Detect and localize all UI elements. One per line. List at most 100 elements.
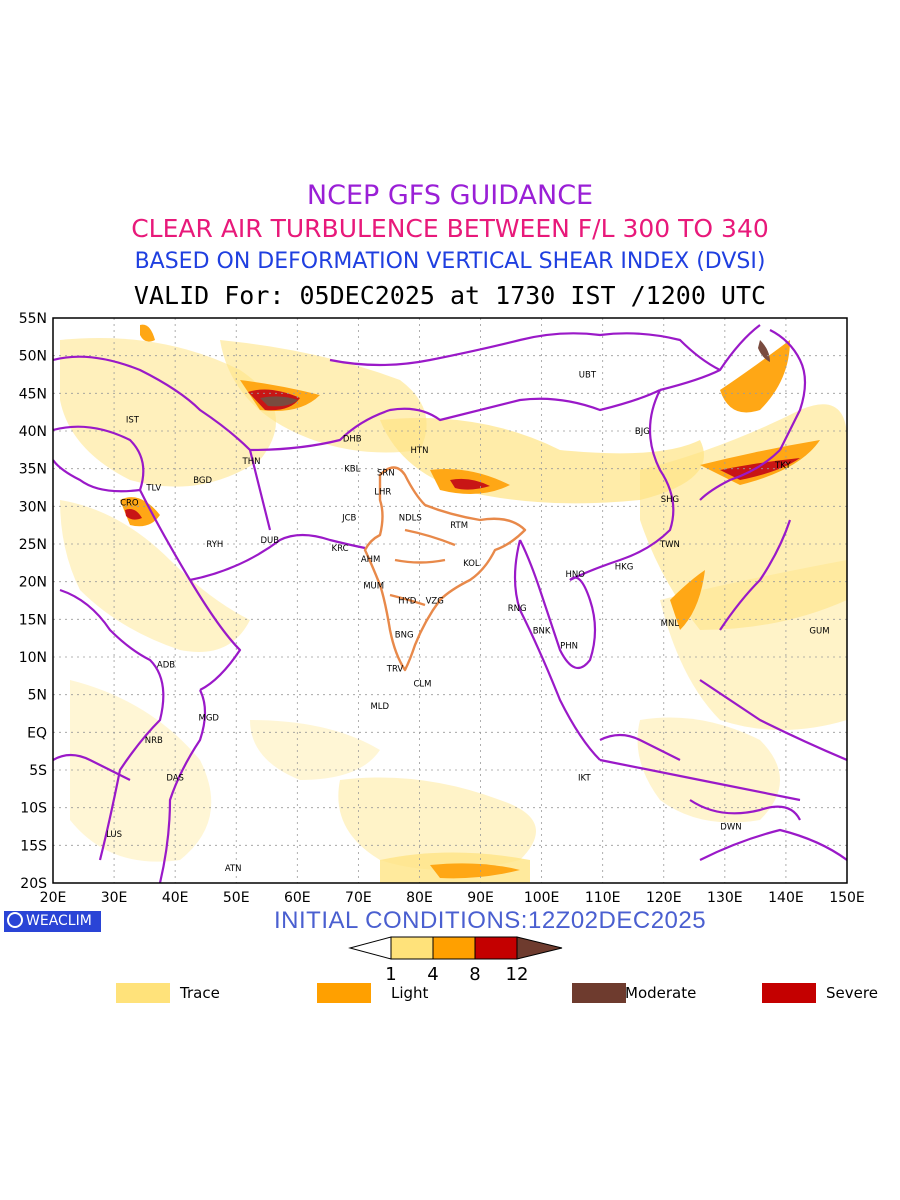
lon-tick-label: 150E [829, 890, 865, 905]
badge-label: WEACLIM [26, 913, 92, 929]
lat-tick-label: 40N [19, 424, 47, 440]
lon-tick-label: 70E [345, 890, 372, 905]
lon-tick-label: 90E [467, 890, 494, 905]
india-outline [363, 466, 527, 672]
initial-conditions: INITIAL CONDITIONS:12Z02DEC2025 [274, 907, 707, 934]
station-label-lhr: LHR [374, 487, 391, 497]
legend-swatch-light [317, 983, 371, 1003]
lon-tick-label: 130E [707, 890, 743, 905]
station-label-mgd: MGD [199, 713, 220, 723]
station-label-bjg: BJG [635, 427, 650, 437]
station-label-ryh: RYH [206, 540, 223, 550]
gridlines [53, 318, 847, 883]
colorbar-tick: 1 [385, 964, 396, 984]
station-label-thn: THN [242, 457, 261, 467]
lat-tick-label: 5N [28, 688, 47, 704]
station-label-rng: RNG [508, 604, 527, 614]
station-label-hyd: HYD [398, 597, 417, 607]
legend-label-trace: Trace [180, 984, 220, 1002]
station-label-dwn: DWN [720, 823, 741, 833]
station-label-rtm: RTM [450, 521, 468, 531]
station-label-atn: ATN [225, 864, 242, 874]
station-label-twn: TWN [659, 540, 680, 550]
station-label-ikt: IKT [578, 774, 591, 784]
station-label-dub: DUB [261, 536, 280, 546]
lat-tick-label: 15N [19, 612, 47, 628]
lat-tick-label: 5S [29, 763, 47, 779]
lat-tick-label: 55N [19, 311, 47, 327]
lat-tick-label: 10N [19, 650, 47, 666]
lon-tick-label: 40E [162, 890, 189, 905]
lat-tick-label: 20S [20, 876, 47, 892]
lon-tick-label: 80E [406, 890, 433, 905]
station-label-krc: KRC [332, 544, 349, 554]
latitude-axis: 20S 15S 10S 5S EQ 5N 10N 15N 20N 25N 30N 35N 40N 45N 5… [19, 311, 47, 892]
station-label-srn: SRN [377, 468, 395, 478]
lat-tick-label: 25N [19, 537, 47, 553]
colorbar-tick: 4 [427, 964, 438, 984]
lon-tick-label: 110E [585, 890, 621, 905]
station-label-mld: MLD [370, 702, 389, 712]
station-label-vzg: VZG [426, 597, 444, 607]
weaclim-badge: WEACLIM [4, 911, 101, 932]
lat-tick-label: 10S [20, 801, 47, 817]
colorbar: 1 4 8 12 [348, 936, 563, 984]
station-labels: IST TLV CRO BGD THN RYH DUB ADB MGD NRB DAS LUS ATN D… [106, 371, 829, 874]
station-label-lus: LUS [106, 830, 122, 840]
colorbar-trace [391, 937, 433, 959]
weaclim-logo-icon [7, 912, 23, 928]
station-label-hkg: HKG [615, 563, 634, 573]
legend-swatch-trace [116, 983, 170, 1003]
lat-tick-label: 30N [19, 499, 47, 515]
valid-time: VALID For: 05DEC2025 at 1730 IST /1200 U… [133, 281, 767, 310]
station-label-bng: BNG [395, 630, 414, 640]
station-label-bnk: BNK [533, 627, 551, 637]
station-label-bgd: BGD [193, 476, 212, 486]
station-label-ahm: AHM [361, 555, 381, 565]
station-label-jcb: JCB [341, 514, 356, 524]
lon-tick-label: 30E [101, 890, 128, 905]
lon-tick-label: 20E [40, 890, 67, 905]
title-line-1: NCEP GFS GUIDANCE [306, 180, 594, 211]
station-label-nrb: NRB [145, 736, 163, 746]
station-label-ndls: NDLS [399, 514, 422, 524]
lat-tick-label: 15S [20, 838, 47, 854]
longitude-axis: 20E 30E 40E 50E 60E 70E 80E 90E 100E 110E 120E 130E… [40, 890, 865, 905]
lon-tick-label: 140E [768, 890, 804, 905]
turbulence-map: IST TLV CRO BGD THN RYH DUB ADB MGD NRB DAS LUS ATN D… [19, 311, 865, 905]
station-label-adb: ADB [157, 661, 175, 671]
legend-label-light: Light [391, 984, 429, 1002]
colorbar-min-arrow [348, 936, 392, 960]
lat-tick-label: EQ [27, 725, 47, 741]
legend-label-moderate: Moderate [625, 984, 697, 1002]
legend-label-severe: Severe [826, 984, 878, 1002]
legend-swatch-moderate [572, 983, 626, 1003]
lon-tick-label: 60E [284, 890, 311, 905]
turbulence-field [60, 324, 847, 883]
station-label-shg: SHG [661, 495, 679, 505]
station-label-mnl: MNL [661, 619, 680, 629]
station-label-trv: TRV [386, 664, 404, 674]
lat-tick-label: 35N [19, 462, 47, 478]
colorbar-severe [475, 937, 517, 959]
station-label-phn: PHN [560, 642, 578, 652]
station-label-ubt: UBT [579, 371, 597, 381]
colorbar-tick: 12 [506, 964, 529, 984]
station-label-clm: CLM [414, 679, 432, 689]
station-label-tlv: TLV [145, 484, 161, 494]
station-label-kbl: KBL [344, 465, 360, 475]
station-label-kol: KOL [463, 559, 480, 569]
legend-swatch-severe [762, 983, 816, 1003]
station-label-gum: GUM [809, 627, 829, 637]
lon-tick-label: 50E [223, 890, 250, 905]
lat-tick-label: 20N [19, 575, 47, 591]
lat-tick-label: 45N [19, 386, 47, 402]
lon-tick-label: 100E [524, 890, 560, 905]
title-line-3: BASED ON DEFORMATION VERTICAL SHEAR INDE… [134, 249, 766, 274]
country-borders [53, 324, 847, 883]
lat-tick-label: 50N [19, 349, 47, 365]
colorbar-light [433, 937, 475, 959]
station-label-tky: TKY [774, 461, 791, 471]
colorbar-tick: 8 [469, 964, 480, 984]
title-line-2: CLEAR AIR TURBULENCE BETWEEN F/L 300 TO … [131, 214, 769, 243]
